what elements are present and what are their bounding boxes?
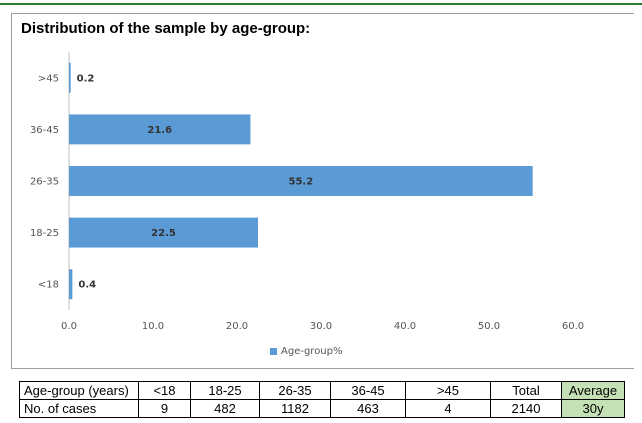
table-cell: 1182 — [259, 399, 331, 418]
bar — [69, 114, 251, 145]
x-tick-label: 60.0 — [562, 321, 584, 332]
x-tick-label: 20.0 — [226, 321, 248, 332]
bar — [69, 166, 533, 196]
table-header-cell: Total — [490, 381, 562, 400]
data-label: 55.2 — [288, 177, 313, 188]
top-rule — [0, 3, 642, 5]
data-label: 0.4 — [78, 280, 96, 291]
table-cell: 4 — [405, 399, 491, 418]
table-header-cell: 36-45 — [330, 381, 406, 400]
category-tick-label: 26-35 — [30, 177, 59, 188]
data-label: 0.2 — [77, 73, 95, 84]
table-header-cell: Average — [561, 381, 625, 400]
bar — [69, 217, 258, 248]
table-header-cell: 18-25 — [190, 381, 260, 400]
x-tick-label: 30.0 — [310, 321, 332, 332]
table-cell: 482 — [190, 399, 260, 418]
x-tick-label: 0.0 — [61, 321, 77, 332]
legend-label: Age-group% — [281, 346, 343, 357]
table-header-cell: >45 — [405, 381, 491, 400]
legend-swatch — [270, 348, 277, 355]
table-header-cell: Age-group (years) — [19, 381, 139, 400]
bar — [69, 269, 73, 300]
x-tick-label: 10.0 — [142, 321, 164, 332]
table-cell: 9 — [138, 399, 191, 418]
data-label: 21.6 — [147, 125, 172, 136]
category-tick-label: 18-25 — [30, 228, 59, 239]
table-row: No. of cases 9 482 1182 463 4 2140 30y — [19, 399, 625, 418]
category-tick-label: >45 — [38, 73, 59, 84]
chart-title: Distribution of the sample by age-group: — [21, 20, 311, 37]
table-header-cell: 26-35 — [259, 381, 331, 400]
table-cell: 30y — [561, 399, 625, 418]
category-tick-label: 36-45 — [30, 125, 59, 136]
x-tick-label: 40.0 — [394, 321, 416, 332]
table-cell: 2140 — [490, 399, 562, 418]
x-tick-label: 50.0 — [478, 321, 500, 332]
table-cell: No. of cases — [19, 399, 139, 418]
bar — [69, 62, 71, 93]
table-header-cell: <18 — [138, 381, 191, 400]
table-header-row: Age-group (years) <18 18-25 26-35 36-45 … — [19, 381, 625, 400]
category-tick-label: <18 — [38, 280, 59, 291]
data-label: 22.5 — [151, 228, 176, 239]
legend: Age-group% — [270, 346, 343, 357]
cases-table: Age-group (years) <18 18-25 26-35 36-45 … — [19, 381, 625, 418]
table-cell: 463 — [330, 399, 406, 418]
